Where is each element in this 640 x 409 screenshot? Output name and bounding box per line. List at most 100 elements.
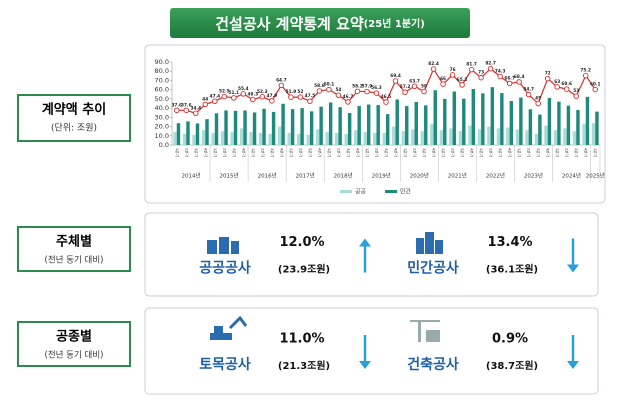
value-label: 51.1 xyxy=(229,90,240,96)
year-label: 2022년 xyxy=(486,172,505,180)
x-tick-label: 3분기 xyxy=(308,148,313,157)
year-label: 2021년 xyxy=(448,172,467,180)
bar xyxy=(506,127,510,145)
icon-tower xyxy=(416,232,443,254)
point xyxy=(573,93,579,99)
x-tick-label: 4분기 xyxy=(508,148,513,157)
point xyxy=(383,99,389,105)
bar xyxy=(595,111,599,145)
year-label: 2023년 xyxy=(524,172,543,180)
point xyxy=(392,78,399,84)
bar xyxy=(544,125,548,145)
bar xyxy=(414,101,418,145)
bar xyxy=(347,112,352,145)
point xyxy=(506,80,513,87)
y-tick-label: 10.0 xyxy=(155,132,169,140)
x-tick-label: 3분기 xyxy=(270,148,275,157)
point xyxy=(487,65,494,72)
value-label: 52.3 xyxy=(257,89,268,95)
bar xyxy=(309,111,314,145)
x-tick-label: 1분기 xyxy=(479,148,484,157)
bar xyxy=(439,130,444,145)
y-tick-label: 50.0 xyxy=(155,95,169,103)
item-pct: 12.0% xyxy=(279,235,324,250)
year-label: 2020년 xyxy=(410,172,429,180)
year-label: 2025년 xyxy=(586,172,605,180)
value-label: 81.7 xyxy=(466,62,477,68)
x-tick-label: 4분기 xyxy=(546,148,551,157)
bar xyxy=(462,98,466,145)
point xyxy=(250,96,256,103)
value-label: 58.2 xyxy=(352,83,363,89)
bar xyxy=(205,119,209,145)
bar xyxy=(366,104,371,145)
point xyxy=(221,93,228,100)
value-label: 46.5 xyxy=(381,94,392,100)
bar xyxy=(433,90,437,145)
bar xyxy=(287,133,291,145)
x-tick-label: 2분기 xyxy=(298,148,303,157)
value-label: 60.1 xyxy=(324,82,335,88)
bar xyxy=(477,129,482,145)
value-label: 53 xyxy=(573,88,579,94)
x-tick-label: 3분기 xyxy=(346,148,351,157)
bar xyxy=(500,93,504,145)
item-pct: 11.0% xyxy=(279,332,324,347)
bar xyxy=(557,101,561,145)
legend-label: 민간 xyxy=(400,188,412,196)
year-label: 2017년 xyxy=(296,172,315,180)
section-label: 계약액 추이 xyxy=(42,102,106,118)
value-label: 60.1 xyxy=(590,82,601,88)
point xyxy=(278,82,285,89)
bar xyxy=(271,111,276,145)
x-tick-label: 2분기 xyxy=(489,148,494,157)
point xyxy=(516,79,522,85)
bar xyxy=(591,122,596,145)
bar xyxy=(315,129,320,145)
bar xyxy=(290,109,295,145)
point xyxy=(402,89,408,95)
x-tick-label: 4분기 xyxy=(203,148,208,157)
point xyxy=(554,84,560,90)
value-label: 76 xyxy=(450,67,456,73)
item-pct: 0.9% xyxy=(492,332,528,347)
point xyxy=(535,100,541,107)
bar xyxy=(281,103,285,145)
bar xyxy=(528,109,533,145)
year-label: 2018년 xyxy=(334,172,353,180)
label-box xyxy=(17,321,131,367)
x-tick-label: 1분기 xyxy=(593,148,598,157)
section-sub: (전년 동기 대비) xyxy=(45,350,104,361)
y-tick-label: 30.0 xyxy=(155,113,169,121)
bar xyxy=(405,106,409,145)
icon-crane xyxy=(410,320,440,342)
x-tick-label: 1분기 xyxy=(327,148,332,157)
x-tick-label: 3분기 xyxy=(536,148,541,157)
trend-arrow-head xyxy=(567,264,579,273)
legend-label: 공공 xyxy=(355,189,367,196)
bar xyxy=(449,128,453,145)
year-label: 2014년 xyxy=(181,172,200,180)
value-label: 64.7 xyxy=(276,77,287,83)
point xyxy=(288,94,294,100)
bar xyxy=(220,131,225,145)
item-amount: (36.1조원) xyxy=(486,263,538,276)
point xyxy=(582,72,589,79)
point xyxy=(411,83,418,90)
bar xyxy=(243,110,247,145)
x-tick-label: 2분기 xyxy=(336,148,341,157)
value-label: 60.6 xyxy=(561,81,572,87)
value-label: 57.2 xyxy=(400,84,411,90)
value-label: 74.3 xyxy=(495,68,506,74)
x-tick-label: 2분기 xyxy=(260,148,265,157)
bar xyxy=(176,123,181,145)
bar xyxy=(357,106,361,145)
y-tick-label: 70.0 xyxy=(155,76,169,84)
bar xyxy=(252,112,257,145)
value-label: 54.7 xyxy=(523,87,534,93)
bar xyxy=(214,113,219,145)
bar xyxy=(553,130,558,145)
icon-excavator xyxy=(210,315,248,340)
value-label: 37.6 xyxy=(171,102,182,108)
bar xyxy=(566,105,571,145)
